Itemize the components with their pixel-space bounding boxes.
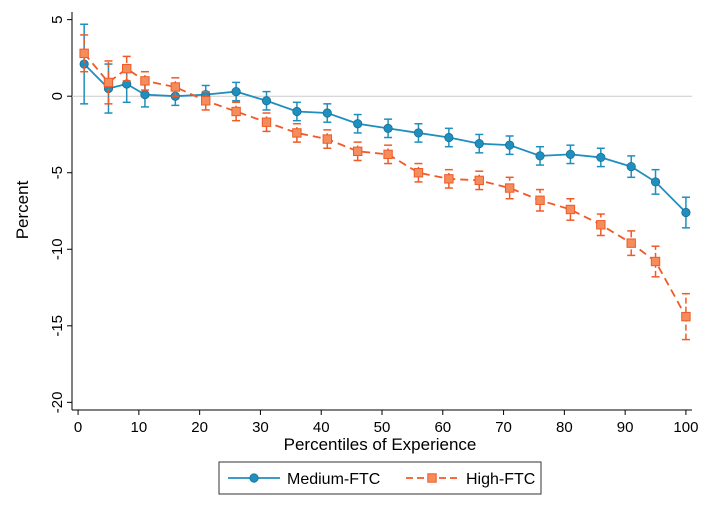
data-point (444, 174, 454, 184)
y-tick-label: 0 (49, 92, 66, 100)
legend-marker-medium-ftc (249, 473, 259, 483)
x-tick-label: 100 (673, 419, 698, 436)
plot-area (79, 23, 691, 341)
data-point (292, 128, 302, 138)
data-point (353, 119, 363, 129)
data-point (444, 132, 454, 143)
data-point (231, 87, 241, 97)
legend-label-medium-ftc: Medium-FTC (287, 471, 380, 488)
data-point (231, 106, 241, 117)
data-point (535, 195, 545, 205)
data-point (535, 151, 545, 161)
data-point (650, 256, 661, 267)
legend-label-high-ftc: High-FTC (466, 471, 535, 488)
data-point (292, 106, 302, 117)
data-point (650, 177, 661, 187)
data-point (170, 82, 181, 92)
data-point (140, 90, 150, 100)
x-tick-label: 50 (374, 419, 391, 436)
series-line (83, 63, 687, 214)
x-tick-label: 70 (495, 419, 512, 436)
data-point (626, 162, 636, 172)
legend-marker-high-ftc (427, 473, 437, 483)
data-point (261, 117, 272, 127)
y-tick-label: -10 (49, 238, 66, 260)
data-point (681, 207, 691, 218)
data-point (140, 76, 150, 86)
data-point (505, 140, 515, 150)
data-point (565, 204, 576, 215)
data-point (596, 152, 606, 163)
legend: Medium-FTC High-FTC (218, 461, 542, 495)
data-point (352, 146, 363, 157)
series-line (83, 52, 687, 318)
y-tick-label: -20 (49, 392, 66, 414)
data-point (103, 77, 114, 88)
data-point (383, 149, 393, 160)
x-tick-label: 60 (434, 419, 451, 436)
x-tick-label: 90 (617, 419, 634, 436)
series-high-ftc (79, 34, 691, 341)
x-tick-label: 40 (313, 419, 330, 436)
data-point (626, 238, 636, 248)
data-point (565, 149, 576, 159)
data-point (504, 183, 515, 193)
y-tick-label: -5 (49, 166, 66, 179)
x-tick-label: 0 (74, 419, 82, 436)
data-point (596, 220, 606, 230)
data-point (322, 134, 332, 144)
x-tick-label: 20 (191, 419, 208, 436)
data-point (681, 311, 691, 322)
data-point (413, 168, 424, 178)
data-point (79, 48, 89, 59)
series-medium-ftc (79, 23, 691, 229)
x-tick-label: 80 (556, 419, 573, 436)
data-point (122, 63, 132, 74)
data-point (474, 175, 484, 186)
data-point (413, 128, 424, 138)
data-point (383, 123, 393, 133)
x-axis-label: Percentiles of Experience (284, 435, 477, 454)
y-tick-label: 5 (49, 15, 66, 23)
data-point (261, 96, 272, 106)
data-point (474, 139, 484, 149)
data-point (201, 96, 211, 106)
y-tick-label: -15 (49, 315, 66, 337)
x-tick-label: 10 (131, 419, 148, 436)
x-tick-label: 30 (252, 419, 269, 436)
y-axis-label: Percent (13, 180, 32, 239)
data-point (322, 108, 332, 118)
